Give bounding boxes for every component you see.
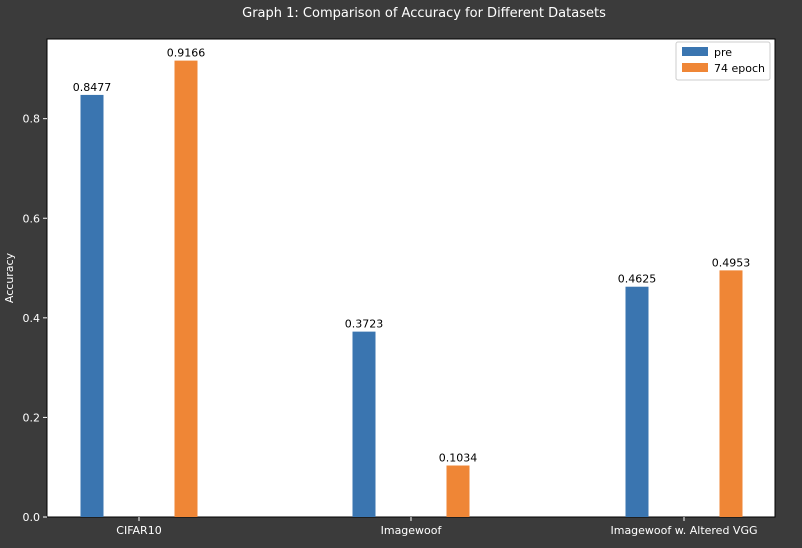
- bar-label-0-0: 0.8477: [73, 81, 112, 94]
- legend: pre 74 epoch: [675, 41, 771, 81]
- x-axis: CIFAR10 Imagewoof Imagewoof w. Altered VGG: [116, 517, 758, 537]
- x-tick-label-1: Imagewoof: [381, 524, 443, 537]
- bar-1-2: [719, 270, 743, 517]
- bar-label-1-0: 0.9166: [167, 47, 206, 60]
- bar-label-0-2: 0.4625: [618, 273, 657, 286]
- bar-0-1: [352, 331, 376, 517]
- legend-label-0: pre: [714, 46, 732, 59]
- y-tick-label-4: 0.8: [23, 113, 41, 126]
- bars-group: [80, 60, 743, 517]
- bar-label-1-2: 0.4953: [712, 256, 751, 269]
- x-tick-label-0: CIFAR10: [116, 524, 161, 537]
- y-axis-label: Accuracy: [3, 252, 16, 303]
- y-axis: 0.0 0.2 0.4 0.6 0.8: [23, 113, 47, 524]
- bar-1-0: [174, 60, 198, 517]
- chart-title: Graph 1: Comparison of Accuracy for Diff…: [242, 6, 606, 21]
- y-tick-label-3: 0.6: [23, 212, 41, 225]
- bar-0-0: [80, 94, 104, 517]
- x-tick-label-2: Imagewoof w. Altered VGG: [610, 524, 757, 537]
- legend-label-1: 74 epoch: [714, 62, 765, 75]
- bar-label-0-1: 0.3723: [345, 318, 384, 331]
- bar-label-1-1: 0.1034: [439, 452, 478, 465]
- legend-swatch-0: [682, 47, 708, 56]
- bar-1-1: [446, 465, 470, 517]
- y-tick-label-0: 0.0: [23, 511, 41, 524]
- y-tick-label-1: 0.2: [23, 411, 41, 424]
- bar-0-2: [625, 286, 649, 517]
- bar-value-labels: 0.8477 0.3723 0.4625 0.9166 0.1034 0.4953: [73, 47, 751, 465]
- y-tick-label-2: 0.4: [23, 312, 41, 325]
- legend-swatch-1: [682, 63, 708, 72]
- plot-area: [46, 38, 776, 518]
